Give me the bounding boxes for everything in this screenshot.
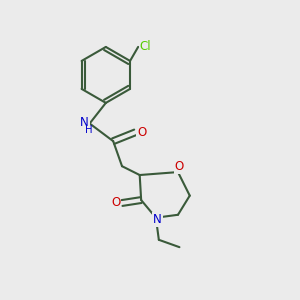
Text: Cl: Cl xyxy=(140,40,151,53)
Text: O: O xyxy=(137,126,146,139)
Text: H: H xyxy=(85,125,93,135)
Text: O: O xyxy=(111,196,120,209)
Text: N: N xyxy=(80,116,89,128)
Text: O: O xyxy=(175,160,184,173)
Text: N: N xyxy=(153,213,162,226)
